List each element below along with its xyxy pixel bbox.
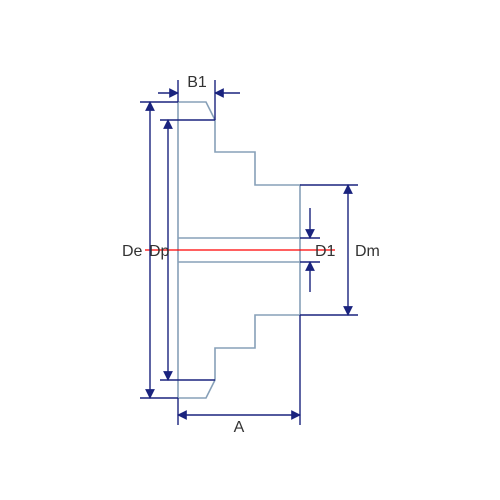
A-label: A: [234, 419, 245, 436]
dim-B1: B1: [158, 74, 240, 120]
dimensions-group: B1 De Dp D1 Dm A: [122, 74, 380, 436]
De-label: De: [122, 243, 143, 260]
B1-label: B1: [187, 74, 207, 91]
D1-label: D1: [315, 243, 336, 260]
Dm-label: Dm: [355, 243, 380, 260]
Dp-label: Dp: [149, 243, 170, 260]
dim-A: A: [178, 315, 300, 436]
sprocket-cross-section-diagram: B1 De Dp D1 Dm A: [0, 0, 500, 500]
